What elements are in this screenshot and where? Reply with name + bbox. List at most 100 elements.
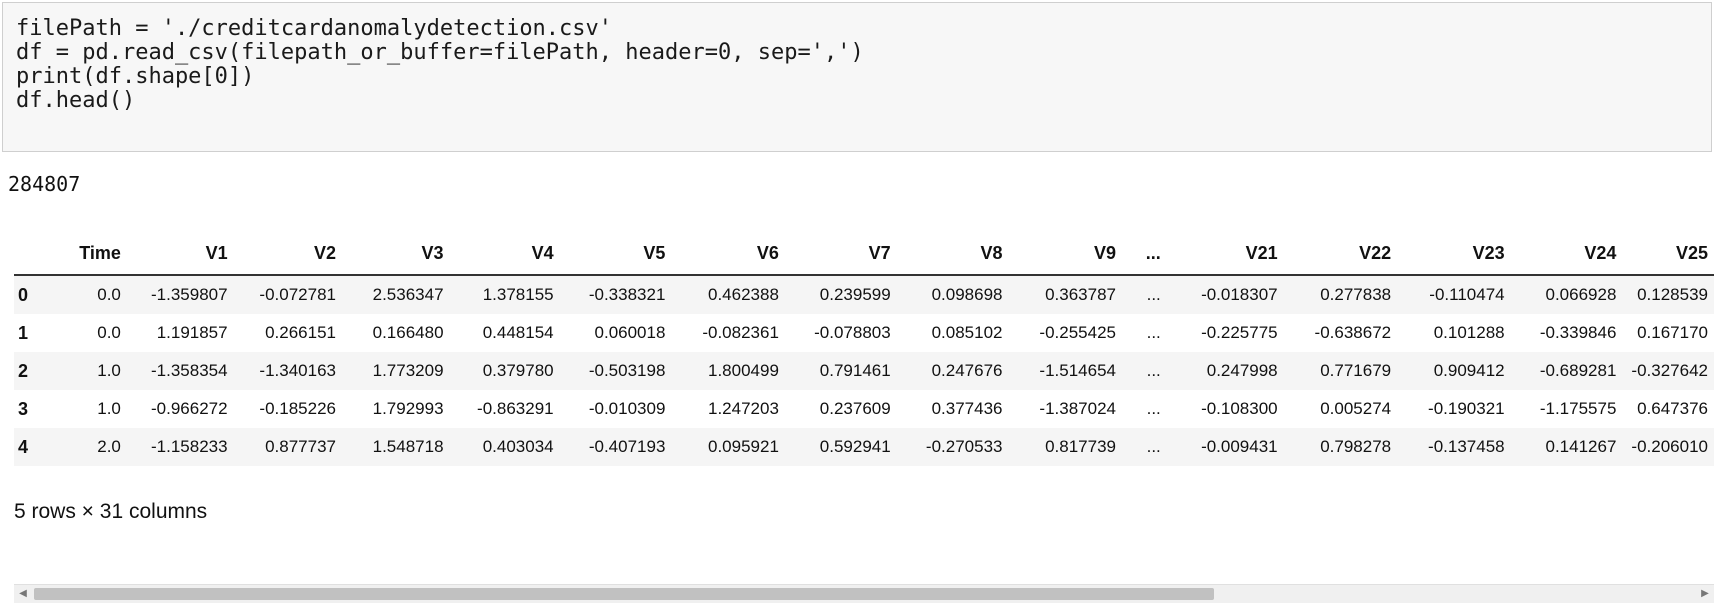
table-cell: 0.462388: [708, 285, 779, 304]
table-cell: -1.175575: [1539, 399, 1617, 418]
table-cell: 0.877737: [265, 437, 336, 456]
table-cell: 0.0: [97, 285, 121, 304]
table-cell: -0.018307: [1201, 285, 1278, 304]
table-cell: -0.966272: [151, 399, 228, 418]
table-cell: -0.503198: [588, 361, 666, 380]
table-cell: 1.800499: [708, 361, 779, 380]
table-cell: -1.340163: [259, 361, 336, 380]
table-cell: -0.110474: [1429, 285, 1505, 304]
table-cell: -0.190321: [1428, 399, 1505, 418]
table-cell: 0.771679: [1320, 361, 1392, 380]
table-cell: -0.327642: [1631, 361, 1708, 380]
horizontal-scrollbar[interactable]: ◀ ▶: [14, 584, 1714, 603]
table-cell: 0.166480: [372, 323, 444, 342]
table-cell: 1.0: [97, 399, 121, 418]
table-cell: 0.363787: [1045, 285, 1116, 304]
table-cell: 0.647376: [1637, 399, 1708, 418]
table-cell: -0.339846: [1539, 323, 1617, 342]
table-cell: 0.909412: [1433, 361, 1505, 380]
column-header: V6: [671, 232, 785, 276]
table-cell: 0.098698: [931, 285, 1003, 304]
column-header: V22: [1283, 232, 1398, 276]
table-cell: -0.863291: [477, 399, 554, 418]
dataframe-shape-summary: 5 rows × 31 columns: [14, 500, 208, 523]
table-cell: 0.239599: [819, 285, 891, 304]
table-cell: -1.158233: [151, 437, 228, 456]
table-cell: -0.010309: [588, 399, 666, 418]
table-cell: -0.009431: [1201, 437, 1278, 456]
column-header: V7: [784, 232, 897, 276]
table-cell: -1.358354: [151, 361, 228, 380]
table-cell: -0.137458: [1428, 437, 1505, 456]
table-cell: 0.377436: [931, 399, 1003, 418]
column-header: V9: [1008, 232, 1122, 276]
table-row: 3 1.0 -0.966272 -0.185226 1.792993 -0.863291 -…: [14, 390, 1714, 428]
table-cell: -0.689281: [1539, 361, 1617, 380]
table-cell: -0.407193: [588, 437, 666, 456]
table-cell: -0.108300: [1201, 399, 1278, 418]
table-cell: 0.798278: [1320, 437, 1392, 456]
table-cell: -0.082361: [702, 323, 779, 342]
triangle-right-icon[interactable]: ▶: [1701, 588, 1709, 599]
table-cell: 0.0: [97, 323, 121, 342]
table-cell: 0.791461: [819, 361, 891, 380]
table-cell: 2.536347: [372, 285, 444, 304]
table-cell: 0.403034: [482, 437, 554, 456]
column-header: V5: [559, 232, 672, 276]
table-cell: 0.592941: [819, 437, 891, 456]
table-cell: 0.237609: [819, 399, 891, 418]
row-index: 4: [18, 436, 29, 457]
code-cell[interactable]: filePath = './creditcardanomalydetection…: [2, 2, 1712, 152]
table-cell: 0.817739: [1045, 437, 1116, 456]
table-cell: 1.792993: [372, 399, 444, 418]
triangle-left-icon[interactable]: ◀: [19, 588, 27, 599]
code-line: filePath = './creditcardanomalydetection…: [16, 16, 613, 41]
table-cell: 0.379780: [482, 361, 554, 380]
table-cell: -0.078803: [814, 323, 891, 342]
table-cell: 0.066928: [1545, 285, 1617, 304]
table-cell: 1.548718: [372, 437, 444, 456]
table-cell: -0.270533: [925, 437, 1003, 456]
table-cell: 0.085102: [931, 323, 1003, 342]
table-cell: 2.0: [97, 437, 121, 456]
table-cell: 0.060018: [594, 323, 666, 342]
column-header: V3: [342, 232, 450, 276]
code-line: print(df.shape[0]): [16, 64, 255, 89]
output-row-count: 284807: [8, 172, 81, 196]
table-header-row: Time V1 V2 V3 V4 V5 V6 V7 V8 V9... V21 V22 V23 V24 V25: [14, 232, 1714, 276]
table-row: 4 2.0 -1.158233 0.877737 1.548718 0.403034 -0.…: [14, 428, 1714, 466]
table-cell: 0.095921: [708, 437, 779, 456]
table-cell: -1.514654: [1039, 361, 1116, 380]
column-header: V23: [1397, 232, 1511, 276]
table-cell: ...: [1146, 399, 1161, 418]
table-cell: 0.005274: [1320, 399, 1392, 418]
code-editor[interactable]: filePath = './creditcardanomalydetection…: [16, 17, 1711, 113]
table-cell: 1.0: [97, 361, 121, 380]
table-cell: 0.247998: [1206, 361, 1278, 380]
code-line: df = pd.read_csv(filepath_or_buffer=file…: [16, 40, 864, 65]
table-row: 2 1.0 -1.358354 -1.340163 1.773209 0.379780 -0…: [14, 352, 1714, 390]
table-cell: -0.338321: [588, 285, 666, 304]
table-cell: -0.255425: [1039, 323, 1116, 342]
column-header: V21: [1166, 232, 1284, 276]
table-cell: 1.247203: [708, 399, 779, 418]
table-cell: ...: [1146, 437, 1161, 456]
table-cell: 1.378155: [482, 285, 554, 304]
column-header: ...: [1121, 232, 1167, 276]
table-cell: -0.185226: [259, 399, 336, 418]
column-header: V4: [449, 232, 560, 276]
row-index: 3: [18, 398, 29, 419]
table-cell: 1.773209: [372, 361, 444, 380]
table-cell: -0.072781: [259, 285, 336, 304]
table-cell: ...: [1146, 285, 1161, 304]
table-row: 0 0.0 -1.359807 -0.072781 2.536347 1.378155 -0…: [14, 275, 1714, 314]
table-cell: 0.128539: [1637, 285, 1708, 304]
table-cell: 0.266151: [265, 323, 336, 342]
row-index: 2: [18, 360, 29, 381]
table-cell: 0.448154: [482, 323, 554, 342]
scrollbar-thumb[interactable]: [34, 588, 1214, 600]
dataframe-output: Time V1 V2 V3 V4 V5 V6 V7 V8 V9... V21 V22 V23 V24 V25…: [14, 232, 1714, 466]
table-row: 1 0.0 1.191857 0.266151 0.166480 0.448154 0.06…: [14, 314, 1714, 352]
table-cell: 1.191857: [156, 323, 228, 342]
column-header: [14, 232, 57, 276]
